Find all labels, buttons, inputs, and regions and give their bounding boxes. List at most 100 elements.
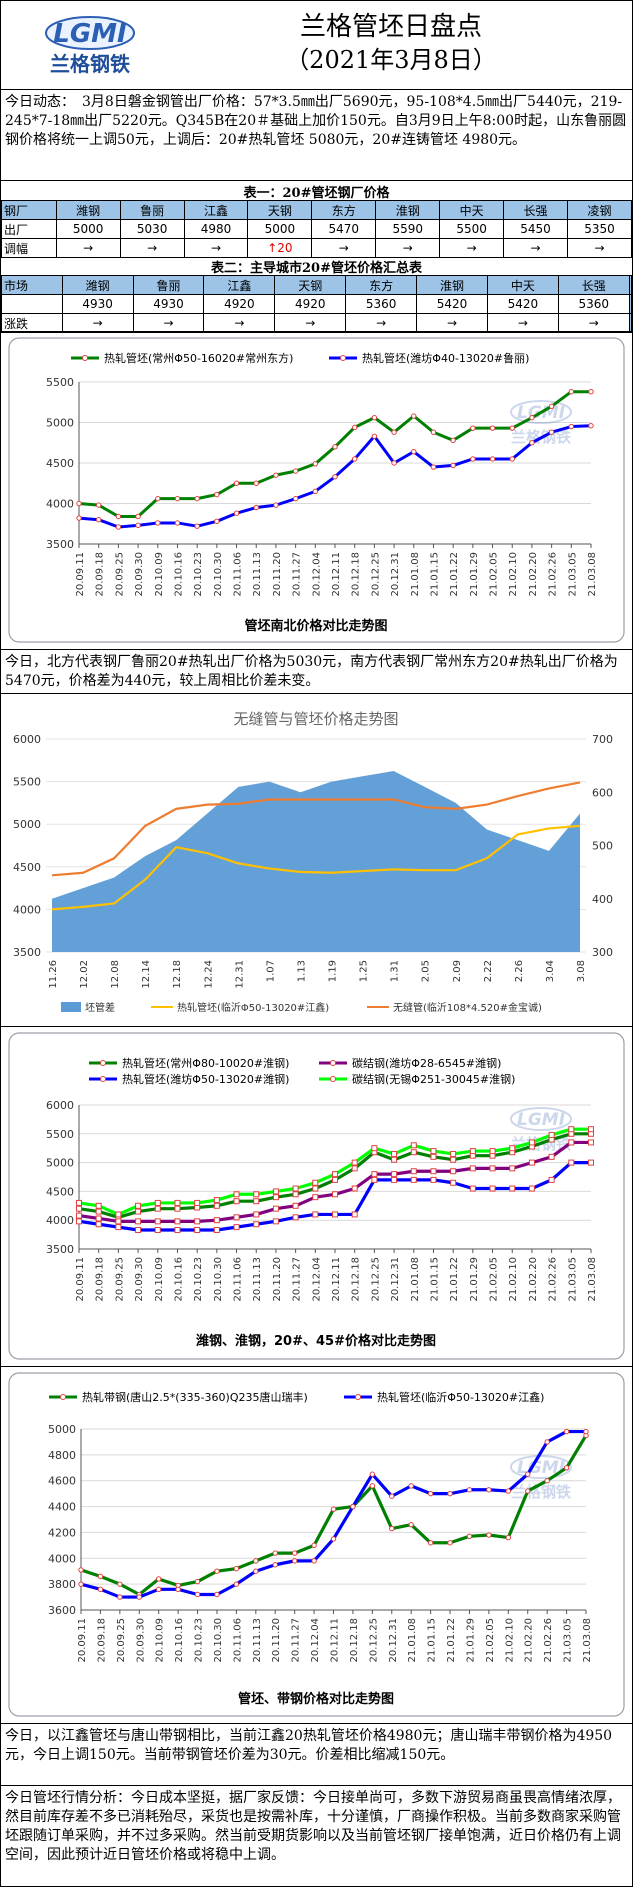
mill-price-cell: 5450 xyxy=(503,219,568,239)
data-point xyxy=(214,491,220,498)
x-tick-label: 20.12.04 xyxy=(311,552,322,597)
y2-tick-label: 400 xyxy=(592,893,613,906)
data-point xyxy=(525,1471,531,1477)
x-tick-label: 20.10.23 xyxy=(193,552,204,597)
x-tick-label: 21.02.20 xyxy=(524,1618,535,1663)
x-tick-label: 12.31 xyxy=(234,960,245,989)
data-point xyxy=(469,1185,476,1192)
legend-marker xyxy=(330,1076,336,1082)
data-point xyxy=(408,1483,414,1489)
mill-change-cell: → xyxy=(119,238,185,258)
data-point xyxy=(194,1226,201,1233)
data-point xyxy=(95,517,102,523)
data-point xyxy=(430,1168,437,1175)
data-point xyxy=(272,1550,278,1556)
data-point xyxy=(450,1179,457,1186)
data-point xyxy=(312,461,319,467)
data-point xyxy=(568,1159,575,1166)
data-point xyxy=(486,1532,492,1538)
data-point xyxy=(233,480,240,486)
data-point xyxy=(369,1483,376,1489)
mill-price-cell: 4980 xyxy=(183,219,249,239)
mill-name-cell: 淮钢 xyxy=(375,200,441,220)
x-tick-label: 20.09.30 xyxy=(135,1618,146,1663)
mill-price-cell: 5590 xyxy=(375,219,441,239)
data-point xyxy=(470,456,476,462)
x-tick-label: 21.02.26 xyxy=(548,1257,559,1302)
data-point xyxy=(469,1165,476,1172)
data-point xyxy=(233,1581,240,1587)
data-point xyxy=(430,464,437,470)
legend-label: 热轧管坯(常州Φ50-16020#常州东方) xyxy=(104,351,293,365)
market-price-cell: 4920 xyxy=(203,294,276,314)
data-point xyxy=(371,414,378,421)
x-tick-label: 20.09.25 xyxy=(114,1257,125,1302)
x-tick-label: 20.11.20 xyxy=(271,1618,282,1663)
chart-title: 管坯南北价格对比走势图 xyxy=(244,618,387,634)
data-point xyxy=(253,1568,259,1574)
legend-marker xyxy=(355,1394,361,1400)
x-tick-label: 20.09.30 xyxy=(134,552,145,597)
data-point xyxy=(194,495,200,502)
legend-label: 热轧带钢(唐山2.5*(335-360)Q235唐山瑞丰) xyxy=(82,1390,308,1404)
report-header: LGMI 兰格钢铁 兰格管坯日盘点 （2021年3月8日） xyxy=(1,1,632,90)
data-point xyxy=(548,1176,555,1183)
legend-marker xyxy=(60,1394,66,1400)
data-point xyxy=(272,1194,279,1201)
data-point xyxy=(253,1198,260,1205)
lgmi-logo: LGMI 兰格钢铁 xyxy=(45,16,135,76)
data-point xyxy=(544,1478,550,1484)
y2-tick-label: 300 xyxy=(592,946,613,959)
chart-weifang-huaigang: 350040004500500055006000LGMI兰格钢铁20.09.11… xyxy=(1,1026,632,1360)
market-analysis: 今日管坯行情分析：今日成本坚挺，据厂家反馈：今日接单尚可，多数下游贸易商虽畏高情… xyxy=(1,1785,632,1886)
area-series-0 xyxy=(52,770,580,952)
data-point xyxy=(76,515,82,521)
mill-change-cell: → xyxy=(566,238,633,258)
data-point xyxy=(391,1176,398,1183)
data-point xyxy=(214,1568,220,1574)
legend-label: 热轧管坯(潍坊Φ50-13020#潍钢) xyxy=(122,1072,289,1086)
market-name-cell: 长强 xyxy=(557,275,630,295)
data-point xyxy=(583,1428,589,1435)
x-tick-label: 20.11.13 xyxy=(252,1257,263,1302)
data-point xyxy=(115,513,122,520)
market-name-cell: 潍钢 xyxy=(61,275,134,295)
data-point xyxy=(528,1139,535,1146)
data-point xyxy=(410,1176,417,1183)
data-point xyxy=(213,1197,220,1204)
x-tick-label: 12.08 xyxy=(110,960,121,989)
legend-label: 坯管差 xyxy=(85,1001,115,1014)
data-point xyxy=(76,1205,82,1212)
x-tick-label: 20.12.31 xyxy=(388,1618,399,1663)
mill-change-cell: → xyxy=(311,238,377,258)
data-point xyxy=(135,1218,142,1225)
data-point xyxy=(95,1221,102,1228)
mill-change-cell: ↑20 xyxy=(247,238,313,258)
data-point xyxy=(272,1188,279,1195)
data-point xyxy=(548,403,555,410)
market-price-cell: 4930 xyxy=(132,294,205,314)
y-tick-label: 4600 xyxy=(48,1475,76,1488)
logo-subtitle: 兰格钢铁 xyxy=(50,52,130,76)
data-point xyxy=(528,1185,535,1192)
mill-price-label: 出厂 xyxy=(1,219,57,239)
data-point xyxy=(253,504,259,511)
data-point xyxy=(135,513,141,520)
data-point xyxy=(174,1199,181,1206)
data-point xyxy=(233,1191,240,1198)
x-tick-label: 21.02.05 xyxy=(489,552,500,597)
data-point xyxy=(369,1471,376,1477)
x-tick-label: 12.02 xyxy=(79,960,90,989)
data-point xyxy=(312,1185,319,1192)
data-point xyxy=(291,1550,298,1556)
data-point xyxy=(97,1573,104,1580)
x-tick-label: 21.01.08 xyxy=(407,1618,418,1663)
x-tick-label: 20.11.27 xyxy=(292,1257,303,1302)
x-tick-label: 20.12.25 xyxy=(368,1618,379,1663)
data-point xyxy=(135,1202,142,1209)
data-point xyxy=(450,462,456,469)
y-tick-label: 5000 xyxy=(48,1423,76,1436)
svg-text:LGMI: LGMI xyxy=(517,1110,565,1130)
data-point xyxy=(450,1156,457,1163)
